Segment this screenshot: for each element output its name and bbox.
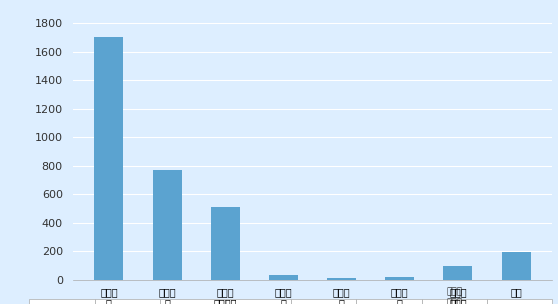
Bar (327, 278, 356, 280)
Bar (385, 277, 414, 280)
Bar (94, 37, 123, 280)
Bar (444, 266, 473, 280)
Bar (211, 207, 240, 280)
Bar (269, 275, 298, 280)
Bar (152, 170, 181, 280)
Bar (502, 253, 531, 280)
